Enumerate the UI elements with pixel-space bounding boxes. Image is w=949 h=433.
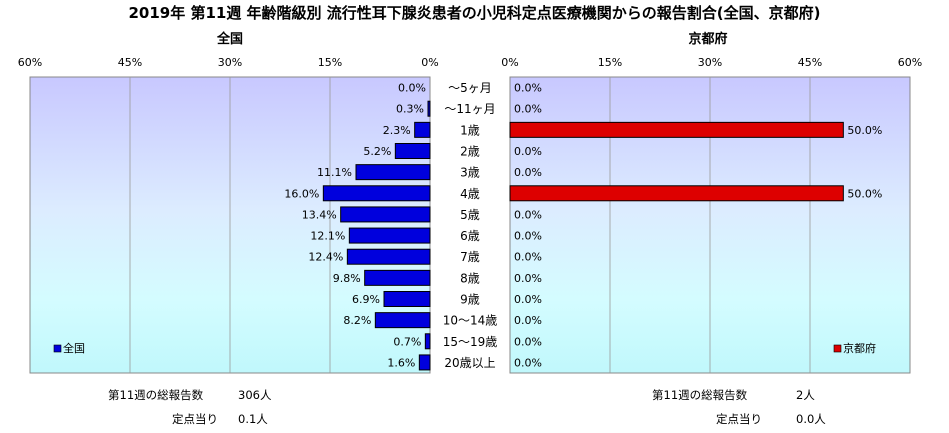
right-data-label: 0.0% bbox=[514, 103, 542, 116]
left-data-label: 11.1% bbox=[317, 166, 352, 179]
right-x-tick-label: 0% bbox=[501, 56, 518, 69]
left-data-label: 16.0% bbox=[284, 187, 319, 200]
left-data-label: 5.2% bbox=[363, 145, 391, 158]
category-labels: ～5ヶ月 ～11ヶ月 1歳 2歳 3歳 4歳 5歳 6歳 7歳 8歳 9歳 10～14歳 15～19歳 2… bbox=[443, 81, 498, 370]
left-per-label: 定点当り bbox=[172, 412, 218, 426]
category-label: 7歳 bbox=[460, 250, 480, 264]
left-data-label: 9.8% bbox=[333, 272, 361, 285]
left-data-label: 8.2% bbox=[343, 314, 371, 327]
left-x-tick-label: 45% bbox=[118, 56, 142, 69]
right-data-label: 0.0% bbox=[514, 251, 542, 264]
category-label: 8歳 bbox=[460, 271, 480, 285]
left-data-label: 12.1% bbox=[310, 230, 345, 243]
left-data-label: 0.3% bbox=[396, 103, 424, 116]
right-data-label: 0.0% bbox=[514, 230, 542, 243]
right-bar bbox=[509, 185, 844, 202]
left-data-label: 1.6% bbox=[387, 356, 415, 369]
right-total-value: 2人 bbox=[796, 388, 815, 402]
left-bar bbox=[355, 164, 431, 181]
right-per-value: 0.0人 bbox=[796, 412, 826, 426]
right-data-label: 50.0% bbox=[847, 187, 882, 200]
left-legend-label: 全国 bbox=[63, 341, 85, 355]
left-per-value: 0.1人 bbox=[238, 412, 268, 426]
right-total-label: 第11週の総報告数 bbox=[652, 388, 748, 402]
left-data-label: 13.4% bbox=[302, 208, 337, 221]
left-bar bbox=[383, 291, 431, 307]
category-label: 15～19歳 bbox=[443, 335, 498, 349]
category-label: 10～14歳 bbox=[443, 314, 498, 328]
left-data-label: 12.4% bbox=[308, 251, 343, 264]
category-label: 2歳 bbox=[460, 145, 480, 159]
right-panel-title: 京都府 bbox=[688, 32, 728, 47]
right-legend-swatch bbox=[833, 344, 842, 353]
left-x-tick-label: 15% bbox=[318, 56, 342, 69]
category-label: ～11ヶ月 bbox=[444, 102, 495, 116]
left-bar bbox=[427, 100, 431, 117]
left-x-tick-label: 30% bbox=[218, 56, 242, 69]
right-bar bbox=[509, 121, 844, 138]
category-label: ～5ヶ月 bbox=[448, 81, 492, 95]
left-total-label: 第11週の総報告数 bbox=[108, 388, 204, 402]
left-x-tick-label: 60% bbox=[18, 56, 42, 69]
left-data-label: 0.0% bbox=[398, 82, 426, 95]
left-data-label: 6.9% bbox=[352, 293, 380, 306]
left-bar bbox=[346, 248, 431, 265]
left-bar bbox=[374, 312, 431, 329]
right-data-label: 0.0% bbox=[514, 166, 542, 179]
right-data-label: 0.0% bbox=[514, 82, 542, 95]
right-x-tick-label: 15% bbox=[598, 56, 622, 69]
right-data-label: 0.0% bbox=[514, 145, 542, 158]
left-bar bbox=[364, 269, 431, 286]
left-bar bbox=[340, 206, 431, 223]
right-data-label: 0.0% bbox=[514, 335, 542, 348]
left-data-label: 0.7% bbox=[393, 335, 421, 348]
left-data-label: 2.3% bbox=[383, 124, 411, 137]
right-data-label: 0.0% bbox=[514, 272, 542, 285]
left-bar bbox=[348, 227, 431, 244]
left-bar bbox=[418, 354, 431, 371]
right-legend-label: 京都府 bbox=[843, 341, 876, 355]
right-data-label: 0.0% bbox=[514, 314, 542, 327]
left-x-tick-label: 0% bbox=[421, 56, 438, 69]
left-bar bbox=[414, 121, 431, 138]
category-label: 20歳以上 bbox=[444, 356, 495, 370]
left-bar bbox=[424, 333, 431, 350]
category-label: 3歳 bbox=[460, 166, 480, 180]
right-per-label: 定点当り bbox=[716, 412, 762, 426]
category-label: 4歳 bbox=[460, 187, 480, 201]
category-label: 5歳 bbox=[460, 208, 480, 222]
right-data-label: 0.0% bbox=[514, 208, 542, 221]
category-label: 1歳 bbox=[460, 123, 480, 137]
left-bar bbox=[394, 143, 431, 159]
left-panel-title: 全国 bbox=[216, 32, 243, 47]
left-bar bbox=[322, 185, 431, 202]
right-x-tick-label: 60% bbox=[898, 56, 922, 69]
left-legend-swatch bbox=[53, 344, 62, 353]
right-panel: 0% 15% 30% 45% 60% 0.0% 0.0% 50.0% 0.0% 0.0% 50.0%… bbox=[501, 56, 922, 374]
chart-title: 2019年 第11週 年齢階級別 流行性耳下腺炎患者の小児科定点医療機関からの報… bbox=[128, 4, 821, 22]
right-data-label: 0.0% bbox=[514, 356, 542, 369]
right-data-label: 0.0% bbox=[514, 293, 542, 306]
right-data-label: 50.0% bbox=[847, 124, 882, 137]
right-x-tick-label: 45% bbox=[798, 56, 822, 69]
category-label: 6歳 bbox=[460, 229, 480, 243]
left-panel: 0% 15% 30% 45% 60% 0.0% 0.3% 2.3% 5.2% 11.1% 16.0%… bbox=[18, 56, 439, 374]
right-x-tick-label: 30% bbox=[698, 56, 722, 69]
category-label: 9歳 bbox=[460, 293, 480, 307]
left-total-value: 306人 bbox=[238, 388, 272, 402]
